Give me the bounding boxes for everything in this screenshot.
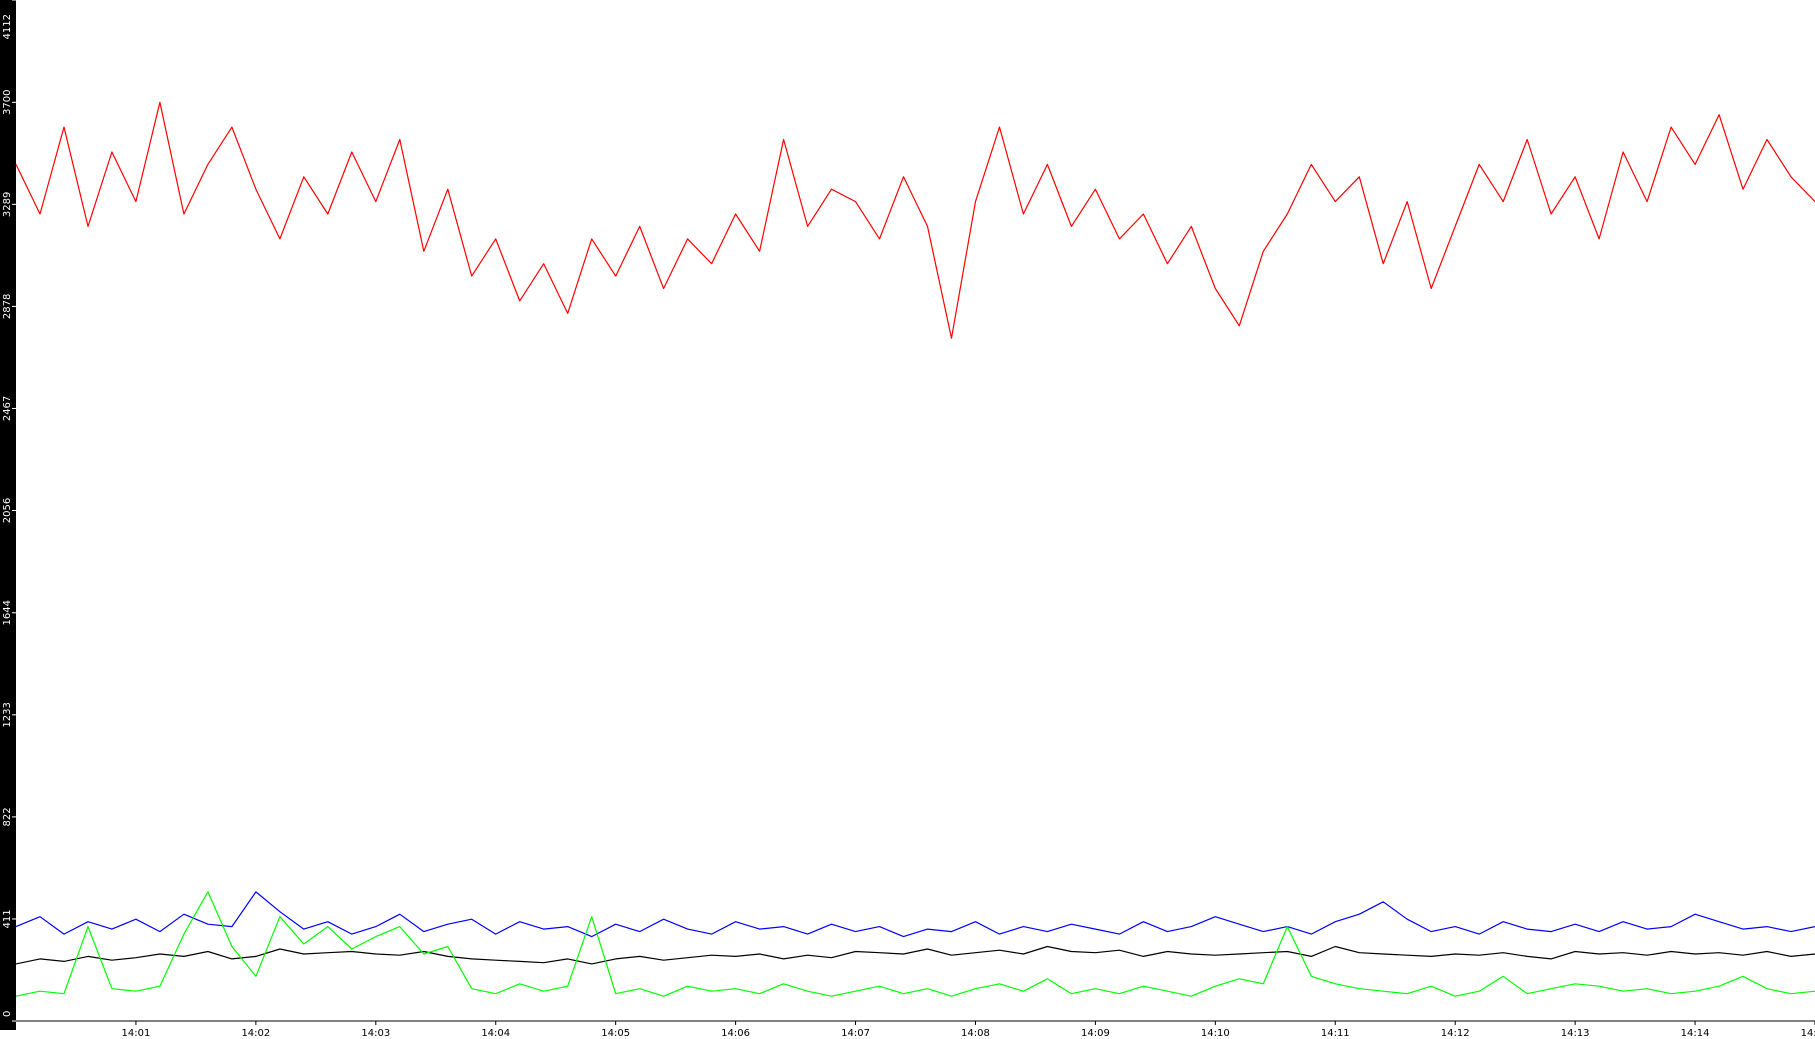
x-tick-label: 14:08 (961, 1028, 990, 1039)
y-tick-label: 3700 (2, 90, 13, 115)
x-tick-label: 14:01 (122, 1028, 151, 1039)
series-line (15, 891, 1815, 938)
y-tick-label: 2056 (2, 498, 13, 523)
x-tick-label: 14:02 (241, 1028, 270, 1039)
x-tick-label: 14:13 (1561, 1028, 1590, 1039)
x-tick-label: 14:09 (1081, 1028, 1110, 1039)
x-tick-label: 14:04 (481, 1028, 510, 1039)
y-tick-label: 0 (2, 1011, 13, 1017)
y-tick-label: 3289 (2, 192, 13, 217)
x-tick-label: 14:15 (1801, 1028, 1815, 1039)
x-tick-label: 14:14 (1681, 1028, 1710, 1039)
series-line (15, 101, 1815, 339)
y-tick-label: 822 (2, 807, 13, 826)
series-line (15, 945, 1815, 965)
x-tick-label: 14:05 (601, 1028, 630, 1039)
series-line (15, 891, 1815, 997)
x-tick-label: 14:03 (361, 1028, 390, 1039)
x-tick-label: 14:10 (1201, 1028, 1230, 1039)
y-tick-label: 2467 (2, 396, 13, 421)
x-tick-label: 14:11 (1321, 1028, 1350, 1039)
x-tick-label: 14:12 (1441, 1028, 1470, 1039)
y-tick-label: 411 (2, 909, 13, 928)
y-tick-label: 1233 (2, 702, 13, 727)
y-tick-label: 1644 (2, 600, 13, 625)
y-tick-label: 4112 (2, 14, 13, 39)
y-tick-label: 2878 (2, 294, 13, 319)
x-tick-label: 14:07 (841, 1028, 870, 1039)
y-axis-strip (0, 0, 16, 1030)
x-tick-label: 14:06 (721, 1028, 750, 1039)
